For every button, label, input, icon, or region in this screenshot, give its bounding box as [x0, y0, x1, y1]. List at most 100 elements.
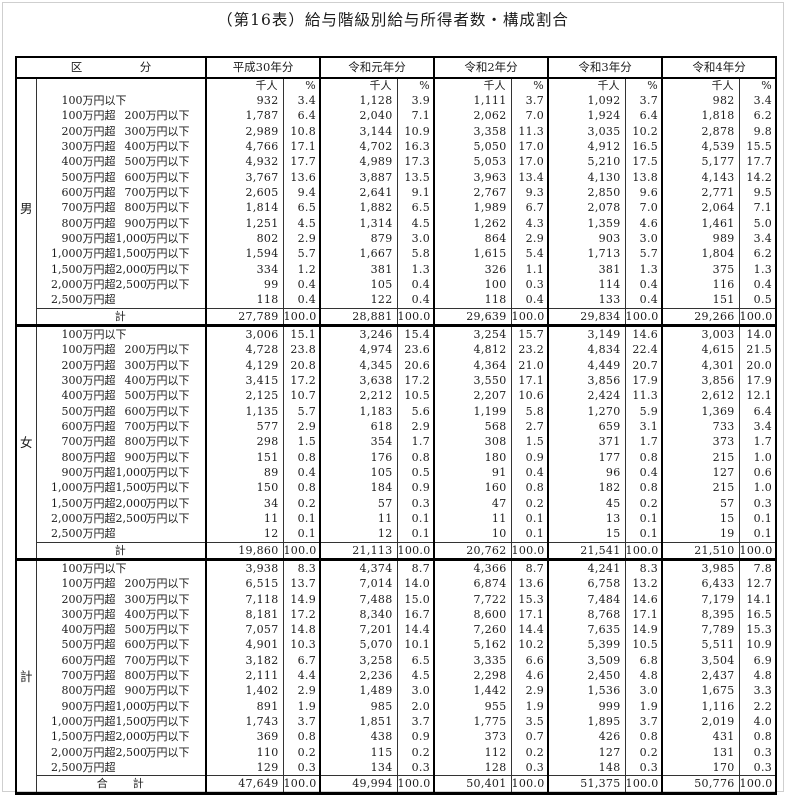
total-percent-cell: 100.0	[396, 307, 435, 327]
bracket-upper-bound: 1,000	[115, 699, 148, 713]
count-cell: 4,974	[319, 342, 398, 358]
bracket-lower-unit: 万円超	[82, 761, 116, 775]
percent-cell: 3.7	[624, 93, 663, 109]
percent-cell: 2.9	[510, 683, 549, 699]
table-row: 600万円超 700万円以下 3,182 6.7 3,258 6.5 3,335 6.6 3,5…	[16, 652, 777, 669]
count-cell: 133	[547, 292, 626, 309]
percent-cell: 0.3	[396, 495, 435, 511]
total-percent-cell: 100.0	[510, 307, 549, 327]
bracket-lower-bound: 300	[61, 139, 83, 153]
percent-cell: 20.8	[282, 357, 321, 373]
bracket-upper-bound: 800	[124, 669, 146, 683]
bracket-label: 300万円超 400万円以下	[35, 606, 206, 623]
percent-cell: 0.2	[282, 495, 321, 511]
bracket-upper-bound: 2,000	[115, 262, 148, 276]
total-count-cell: 49,994	[319, 775, 398, 795]
percent-cell: 1.9	[624, 698, 663, 715]
percent-cell: 3.7	[396, 714, 435, 730]
bracket-lower-unit: 万円超	[82, 496, 116, 510]
bracket-lower-unit: 万円超	[82, 481, 116, 495]
percent-cell: 6.7	[282, 652, 321, 669]
bracket-label: 200万円超 300万円以下	[35, 591, 206, 607]
percent-cell: 10.2	[624, 123, 663, 139]
bracket-lower-bound: 800	[61, 450, 83, 464]
count-cell: 34	[205, 495, 283, 511]
count-cell: 4,615	[661, 342, 740, 358]
bracket-label: 100万円以下	[35, 559, 206, 577]
count-cell: 6,433	[661, 576, 740, 592]
count-cell: 1,536	[547, 683, 626, 699]
count-cell: 57	[319, 495, 398, 511]
bracket-lower-bound: 1,500	[51, 262, 83, 276]
count-cell: 2,111	[205, 668, 283, 684]
percent-cell: 0.3	[738, 760, 777, 776]
bracket-lower-unit: 万円超	[82, 185, 116, 199]
count-cell: 105	[319, 464, 398, 481]
count-cell: 982	[661, 93, 740, 109]
percent-cell: 1.9	[282, 698, 321, 715]
percent-cell: 13.6	[282, 169, 321, 185]
bracket-lower-unit: 万円以下	[82, 94, 127, 107]
total-percent-cell: 100.0	[282, 775, 321, 795]
count-cell: 118	[433, 292, 512, 309]
count-cell: 89	[205, 464, 283, 481]
bracket-label: 600万円超 700万円以下	[35, 418, 206, 435]
count-cell: 3,415	[205, 372, 283, 389]
bracket-lower-unit: 万円超	[82, 109, 116, 123]
percent-cell: 2.0	[396, 698, 435, 715]
count-cell: 2,878	[661, 123, 740, 139]
percent-cell: 0.8	[510, 480, 549, 496]
bracket-upper-unit: 万円以下	[145, 653, 190, 667]
count-cell: 3,767	[205, 169, 283, 185]
count-cell: 659	[547, 418, 626, 435]
percent-cell: 10.5	[624, 637, 663, 653]
percent-cell: 6.2	[738, 108, 777, 124]
bracket-label: 800万円超 900万円以下	[35, 215, 206, 231]
percent-cell: 10.8	[282, 123, 321, 139]
table-row: 600万円超 700万円以下 577 2.9 618 2.9 568 2.7 659 3.1 733…	[16, 418, 777, 435]
percent-cell: 2.9	[510, 230, 549, 247]
table-row: 1,000万円超1,500万円以下 1,743 3.7 1,851 3.7 1,775 3.…	[16, 714, 777, 730]
total-count-cell: 28,881	[319, 307, 398, 327]
count-cell: 4,449	[547, 357, 626, 373]
count-cell: 989	[661, 230, 740, 247]
bracket-lower-bound: 300	[61, 373, 83, 387]
count-cell: 2,207	[433, 388, 512, 404]
table-row: 2,500万円超 118 0.4 122 0.4 118 0.4 133 0.4 151 0.5	[16, 292, 777, 309]
bracket-label: 2,000万円超2,500万円以下	[35, 276, 206, 293]
table-row: 300万円超 400万円以下 4,766 17.1 4,702 16.3 5,050 17.0…	[16, 138, 777, 155]
corner-header: 区 分	[16, 57, 206, 79]
percent-cell: 0.1	[396, 526, 435, 543]
bracket-label: 500万円超 600万円以下	[35, 637, 206, 653]
count-cell: 10	[433, 526, 512, 543]
percent-cell: 17.2	[396, 372, 435, 389]
count-cell: 91	[433, 464, 512, 481]
bracket-upper-bound: 500	[124, 389, 146, 403]
bracket-label: 500万円超 600万円以下	[35, 403, 206, 419]
count-cell: 1,359	[547, 215, 626, 231]
percent-cell: 0.8	[282, 449, 321, 465]
bracket-lower-unit: 万円超	[82, 155, 116, 169]
count-cell: 4,834	[547, 342, 626, 358]
count-cell: 2,236	[319, 668, 398, 684]
percent-cell: 16.3	[396, 138, 435, 155]
percent-cell: 10.9	[738, 637, 777, 653]
bracket-upper-unit: 万円以下	[145, 577, 190, 591]
bracket-lower-unit: 万円超	[82, 358, 116, 372]
bracket-lower-bound: 600	[61, 419, 83, 433]
percent-cell: 0.4	[510, 464, 549, 481]
count-cell: 112	[433, 744, 512, 761]
count-cell: 5,162	[433, 637, 512, 653]
bracket-upper-unit: 万円以下	[145, 450, 190, 464]
bracket-upper-unit: 万円以下	[145, 699, 190, 713]
table-row: 300万円超 400万円以下 8,181 17.2 8,340 16.7 8,600 17.1…	[16, 606, 777, 623]
count-cell: 7,484	[547, 591, 626, 607]
percent-cell: 8.3	[282, 559, 321, 577]
bracket-lower-unit: 万円超	[82, 262, 116, 276]
percent-cell: 10.1	[396, 637, 435, 653]
percent-cell: 9.4	[282, 184, 321, 201]
percent-cell: 0.8	[624, 480, 663, 496]
table-row: 400万円超 500万円以下 4,932 17.7 4,989 17.3 5,053 17.0…	[16, 154, 777, 170]
count-cell: 151	[205, 449, 283, 465]
bracket-label: 100万円超 200万円以下	[35, 576, 206, 592]
